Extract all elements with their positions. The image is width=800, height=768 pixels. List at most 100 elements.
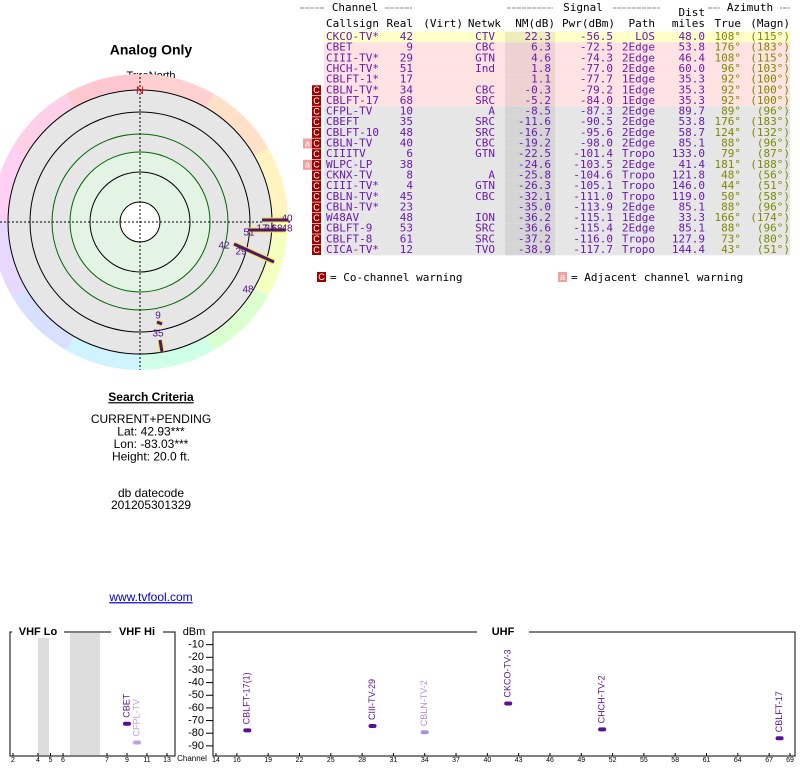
column-header: Path bbox=[629, 17, 656, 30]
cell: CHCH-TV* bbox=[326, 62, 379, 75]
cell: CBC bbox=[475, 137, 495, 150]
cell: 92° bbox=[721, 83, 741, 96]
cell: -72.5 bbox=[580, 41, 613, 54]
x-tick-label: 34 bbox=[421, 757, 429, 764]
station-bar bbox=[368, 724, 377, 729]
column-header: True bbox=[715, 17, 742, 30]
station-label: CHCH-TV-2 bbox=[597, 675, 607, 723]
cell: -104.6 bbox=[573, 168, 613, 181]
link[interactable]: www.tvfool.com bbox=[108, 590, 192, 604]
cell: CIII-TV* bbox=[326, 179, 379, 192]
cell: Tropo bbox=[622, 179, 655, 192]
cell: 6 bbox=[406, 147, 413, 160]
cell: 88° bbox=[721, 137, 741, 150]
cell: 119.0 bbox=[672, 190, 705, 203]
cell: SRC bbox=[475, 232, 495, 245]
cell: 51 bbox=[400, 62, 413, 75]
nm-column-bg bbox=[505, 212, 555, 224]
nm-column-bg bbox=[505, 202, 555, 213]
station-label: CBET bbox=[121, 693, 131, 718]
unit-label: dBm bbox=[183, 626, 206, 638]
cell: CBLFT-9 bbox=[326, 222, 372, 235]
cell: Ind bbox=[475, 62, 495, 75]
cell: Tropo bbox=[622, 232, 655, 245]
cell: 108° bbox=[715, 51, 742, 64]
cell: (115°) bbox=[750, 30, 790, 43]
cell: 8 bbox=[406, 168, 413, 181]
cell: -117.7 bbox=[573, 243, 613, 256]
cell: CBET bbox=[326, 41, 353, 54]
cell: -113.9 bbox=[573, 200, 613, 213]
cell: 45 bbox=[400, 190, 413, 203]
cell: 88° bbox=[721, 222, 741, 235]
station-bar bbox=[598, 727, 607, 732]
row-bg bbox=[324, 31, 790, 43]
cell: 35 bbox=[400, 115, 413, 128]
signal-mark bbox=[233, 242, 275, 264]
nm-column-bg bbox=[505, 106, 555, 117]
x-tick-label: 16 bbox=[233, 757, 241, 764]
group-header: Channel bbox=[332, 1, 378, 14]
row-bg bbox=[324, 116, 790, 128]
nm-column-bg bbox=[505, 180, 555, 192]
cell: CFPL-TV bbox=[326, 105, 373, 118]
warning-icon-text: a bbox=[305, 160, 310, 170]
cell: 85.1 bbox=[679, 200, 706, 213]
x-tick-label: 4 bbox=[36, 757, 40, 764]
station-label: CKCO-TV-3 bbox=[503, 649, 513, 697]
group-bg bbox=[325, 2, 385, 13]
cell: -111.0 bbox=[573, 190, 613, 203]
signal-mark bbox=[156, 320, 163, 326]
warning-icon bbox=[312, 85, 321, 96]
cell: 60.0 bbox=[679, 62, 706, 75]
station-bar bbox=[420, 730, 429, 735]
cell: GTN bbox=[475, 51, 495, 64]
nm-column-bg bbox=[505, 42, 555, 53]
cell: LOS bbox=[635, 30, 655, 43]
warning-icon bbox=[312, 223, 321, 234]
cell: 4.6 bbox=[531, 51, 551, 64]
row-bg bbox=[324, 127, 790, 139]
x-tick-label: 28 bbox=[358, 757, 366, 764]
row-bg bbox=[324, 223, 790, 235]
polar-label: 35 bbox=[152, 329, 164, 340]
polar-label: 51 bbox=[243, 228, 255, 239]
warning-icon bbox=[312, 234, 321, 245]
warning-icon bbox=[317, 272, 326, 282]
cell: 4 bbox=[406, 179, 413, 192]
row-bg bbox=[324, 202, 790, 213]
cell: -77.7 bbox=[580, 73, 613, 86]
row-bg bbox=[324, 95, 790, 107]
polar-label: 48 bbox=[242, 285, 254, 296]
band-bg bbox=[477, 626, 529, 638]
cell: -115.1 bbox=[573, 211, 613, 224]
cell: 176° bbox=[715, 115, 742, 128]
cell: CBC bbox=[475, 190, 495, 203]
cell: 40 bbox=[400, 137, 413, 150]
cell: CIIITV bbox=[326, 147, 366, 160]
cell: 48° bbox=[721, 168, 741, 181]
y-tick-label: -20 bbox=[188, 651, 204, 663]
cell: 1Edge bbox=[622, 94, 655, 107]
row-bg bbox=[324, 234, 790, 245]
cell: 2Edge bbox=[622, 115, 655, 128]
cell: 22.3 bbox=[525, 30, 552, 43]
cell: 48 bbox=[400, 126, 413, 139]
nm-column-bg bbox=[505, 63, 555, 75]
cell: 89.7 bbox=[679, 105, 706, 118]
station-label: CBLN-TV-2 bbox=[419, 680, 429, 726]
cell: CTV bbox=[475, 30, 495, 43]
x-tick-label: 7 bbox=[105, 757, 109, 764]
cell: CIII-TV* bbox=[326, 51, 379, 64]
row-bg bbox=[324, 138, 790, 149]
nm-column-bg bbox=[505, 244, 555, 256]
cell: 127.9 bbox=[672, 232, 705, 245]
nm-column-bg bbox=[505, 191, 555, 203]
cell: 1Edge bbox=[622, 211, 655, 224]
cell: (100°) bbox=[750, 83, 790, 96]
column-header: Callsign bbox=[326, 17, 379, 30]
x-tick-label: 25 bbox=[327, 757, 335, 764]
warning-icon-text: C bbox=[313, 181, 320, 191]
cell: -95.6 bbox=[580, 126, 613, 139]
